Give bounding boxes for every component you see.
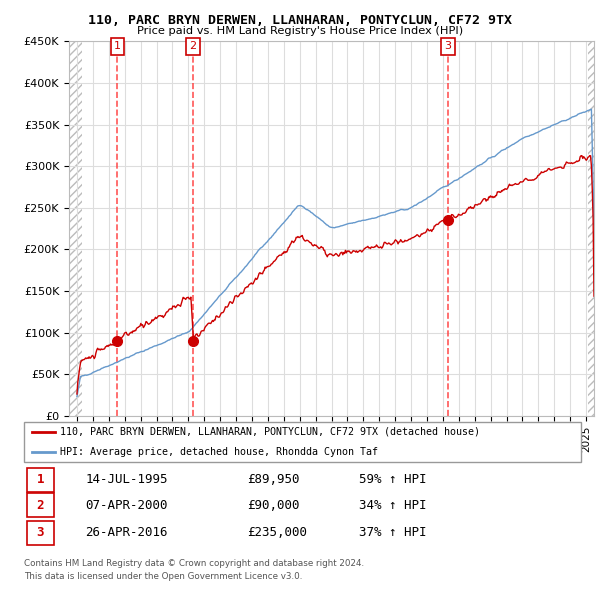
FancyBboxPatch shape [27, 493, 53, 517]
Text: 1: 1 [114, 41, 121, 51]
Text: Contains HM Land Registry data © Crown copyright and database right 2024.: Contains HM Land Registry data © Crown c… [24, 559, 364, 568]
Text: 1: 1 [37, 473, 44, 486]
Text: 26-APR-2016: 26-APR-2016 [85, 526, 168, 539]
Text: 110, PARC BRYN DERWEN, LLANHARAN, PONTYCLUN, CF72 9TX: 110, PARC BRYN DERWEN, LLANHARAN, PONTYC… [88, 14, 512, 27]
Text: 34% ↑ HPI: 34% ↑ HPI [359, 499, 426, 512]
Text: 2: 2 [37, 499, 44, 512]
FancyBboxPatch shape [27, 468, 53, 492]
Text: 3: 3 [445, 41, 451, 51]
Text: This data is licensed under the Open Government Licence v3.0.: This data is licensed under the Open Gov… [24, 572, 302, 581]
Text: 59% ↑ HPI: 59% ↑ HPI [359, 473, 426, 486]
Text: 2: 2 [189, 41, 196, 51]
Text: 37% ↑ HPI: 37% ↑ HPI [359, 526, 426, 539]
Text: Price paid vs. HM Land Registry's House Price Index (HPI): Price paid vs. HM Land Registry's House … [137, 26, 463, 36]
Text: 07-APR-2000: 07-APR-2000 [85, 499, 168, 512]
Text: HPI: Average price, detached house, Rhondda Cynon Taf: HPI: Average price, detached house, Rhon… [60, 447, 378, 457]
Text: £89,950: £89,950 [247, 473, 300, 486]
Text: 14-JUL-1995: 14-JUL-1995 [85, 473, 168, 486]
FancyBboxPatch shape [24, 421, 581, 463]
Text: 110, PARC BRYN DERWEN, LLANHARAN, PONTYCLUN, CF72 9TX (detached house): 110, PARC BRYN DERWEN, LLANHARAN, PONTYC… [60, 427, 480, 437]
Text: £235,000: £235,000 [247, 526, 307, 539]
Text: £90,000: £90,000 [247, 499, 300, 512]
Text: 3: 3 [37, 526, 44, 539]
FancyBboxPatch shape [27, 521, 53, 545]
